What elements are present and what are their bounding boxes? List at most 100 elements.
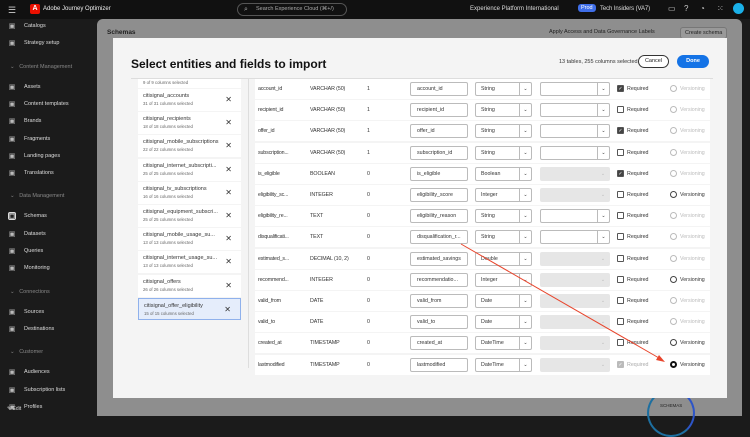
versioning-radio[interactable] [670, 233, 677, 241]
table-list-item[interactable]: citisignal_accounts 31 of 31 columns sele… [138, 89, 241, 111]
versioning-radio[interactable] [670, 148, 677, 156]
sidebar-item-queries[interactable]: ▣ Queries [8, 247, 44, 255]
versioning-radio[interactable] [670, 106, 677, 114]
data-type-select[interactable]: String ⌄ [475, 230, 532, 245]
data-type-select[interactable]: Integer ⌄ [475, 272, 532, 287]
field-name-input[interactable]: disqualification_r... [410, 230, 468, 245]
format-select[interactable]: ⌄ [540, 82, 610, 96]
required-checkbox[interactable] [617, 297, 624, 304]
done-button[interactable]: Done [677, 55, 709, 68]
required-checkbox[interactable] [617, 318, 624, 326]
versioning-radio[interactable] [670, 169, 677, 177]
table-list[interactable]: 9 of 9 columns selected citisignal_accou… [138, 79, 242, 398]
required-checkbox[interactable] [617, 212, 624, 220]
format-select[interactable]: ⌄ [540, 230, 610, 245]
table-list-item[interactable]: citisignal_mobile_usage_su... 13 of 13 co… [138, 228, 241, 251]
sidebar-item-fragments[interactable]: ▣ Fragments [8, 135, 51, 143]
format-select[interactable]: ⌄ [540, 124, 610, 139]
table-list-item[interactable]: citisignal_recipients 18 of 18 columns se… [138, 112, 241, 135]
required-checkbox[interactable]: ✓ [617, 169, 624, 177]
help-icon[interactable]: ? [684, 4, 689, 13]
versioning-radio[interactable] [670, 297, 677, 304]
org-name[interactable]: Experience Platform International [470, 6, 559, 12]
apps-grid-icon[interactable]: ⁙ [717, 4, 724, 13]
sidebar-item-landing-pages[interactable]: ▣ Landing pages [8, 152, 60, 160]
edit-button[interactable]: ✎ Edit [7, 406, 21, 412]
field-name-input[interactable]: recipient_id [410, 103, 468, 118]
table-list-item[interactable]: citisignal_equipment_subscri... 25 of 25 … [138, 205, 241, 227]
sidebar-item-profiles[interactable]: ▣ Profiles [8, 403, 43, 411]
table-list-item[interactable]: citisignal_mobile_subscriptions 22 of 22 … [138, 135, 241, 158]
data-type-select[interactable]: DateTime ⌄ [475, 357, 532, 372]
apply-labels-button[interactable]: Apply Access and Data Governance Labels [549, 29, 655, 35]
remove-icon[interactable]: ✕ [225, 234, 232, 244]
avatar[interactable] [733, 3, 744, 14]
required-checkbox[interactable] [617, 339, 624, 347]
versioning-radio[interactable] [670, 127, 677, 135]
remove-icon[interactable]: ✕ [225, 118, 232, 128]
notification-bell-icon[interactable]: ◔ [700, 4, 705, 13]
table-list-item[interactable]: citisignal_internet_usage_su... 13 of 13 … [138, 251, 241, 274]
required-checkbox[interactable] [617, 106, 624, 114]
sidebar-section-header[interactable]: ⌄ Content Management [10, 64, 72, 70]
data-type-select[interactable]: DateTime ⌄ [475, 336, 532, 351]
field-name-input[interactable]: subscription_id [410, 145, 468, 160]
data-type-select[interactable]: Integer ⌄ [475, 188, 532, 202]
field-name-input[interactable]: valid_to [410, 315, 468, 330]
sidebar-item-sources[interactable]: ▣ Sources [8, 308, 45, 316]
sidebar-section-header[interactable]: ⌄ Data Management [10, 193, 64, 199]
table-list-item[interactable]: citisignal_tv_subscriptions 16 of 16 colu… [138, 181, 241, 204]
field-name-input[interactable]: is_eligible [410, 166, 468, 181]
sidebar-item-datasets[interactable]: ▣ Datasets [8, 230, 46, 238]
remove-icon[interactable]: ✕ [225, 141, 232, 151]
sidebar-item-assets[interactable]: ▣ Assets [8, 83, 41, 91]
field-name-input[interactable]: recommendatio... [410, 272, 468, 287]
data-type-select[interactable]: Boolean ⌄ [475, 166, 532, 181]
field-name-input[interactable]: eligibility_score [410, 188, 468, 202]
field-name-input[interactable]: eligibility_reason [410, 209, 468, 224]
sidebar-item-destinations[interactable]: ▣ Destinations [8, 325, 55, 333]
sidebar-item-schemas[interactable]: ▣ Schemas [8, 212, 47, 221]
data-type-select[interactable]: String ⌄ [475, 124, 532, 139]
versioning-radio[interactable] [670, 212, 677, 220]
remove-icon[interactable]: ✕ [225, 164, 232, 174]
data-type-select[interactable]: String ⌄ [475, 103, 532, 118]
format-select[interactable]: ⌄ [540, 145, 610, 160]
versioning-radio[interactable] [670, 254, 677, 262]
required-checkbox[interactable]: ✓ [617, 85, 624, 92]
remove-icon[interactable]: ✕ [225, 95, 232, 104]
field-name-input[interactable]: valid_from [410, 294, 468, 308]
data-type-select[interactable]: String ⌄ [475, 145, 532, 160]
data-type-select[interactable]: Date ⌄ [475, 315, 532, 330]
versioning-radio[interactable] [670, 275, 677, 283]
sidebar-section-header[interactable]: ⌄ Connections [10, 289, 50, 295]
table-list-item[interactable]: citisignal_offer_eligibility 15 of 15 col… [138, 297, 241, 320]
field-name-input[interactable]: lastmodified [410, 357, 468, 372]
data-type-select[interactable]: Double ⌄ [475, 251, 532, 266]
required-checkbox[interactable] [617, 191, 624, 198]
sidebar-item-brands[interactable]: ▣ Brands [8, 117, 42, 125]
tenant-name[interactable]: Tech Insiders (VA7) [600, 6, 651, 12]
env-badge[interactable]: Prod [578, 4, 596, 12]
remove-icon[interactable]: ✕ [225, 187, 232, 197]
feedback-icon[interactable]: ▭ [668, 4, 676, 13]
required-checkbox[interactable]: ✓ [617, 360, 624, 368]
sidebar-section-header[interactable]: ⌄ Customer [10, 349, 43, 355]
field-name-input[interactable]: estimated_savings [410, 251, 468, 266]
required-checkbox[interactable]: ✓ [617, 127, 624, 135]
data-type-select[interactable]: Date ⌄ [475, 294, 532, 308]
remove-icon[interactable]: ✕ [225, 257, 232, 267]
field-name-input[interactable]: account_id [410, 82, 468, 96]
hamburger-menu-icon[interactable]: ☰ [8, 5, 17, 15]
versioning-radio[interactable] [670, 339, 677, 347]
search-input[interactable]: ⌕ Search Experience Cloud (⌘+/) [237, 3, 347, 16]
versioning-radio[interactable] [670, 85, 677, 92]
table-list-item[interactable]: citisignal_offers 26 of 26 columns select… [138, 274, 241, 297]
sidebar-item-subscription-lists[interactable]: ▣ Subscription lists [8, 386, 66, 394]
remove-icon[interactable]: ✕ [225, 211, 232, 220]
required-checkbox[interactable] [617, 254, 624, 262]
format-select[interactable]: ⌄ [540, 103, 610, 118]
data-type-select[interactable]: String ⌄ [475, 209, 532, 224]
sidebar-item-strategy-setup[interactable]: ▣ Strategy setup [8, 39, 60, 47]
format-select[interactable]: ⌄ [540, 209, 610, 224]
